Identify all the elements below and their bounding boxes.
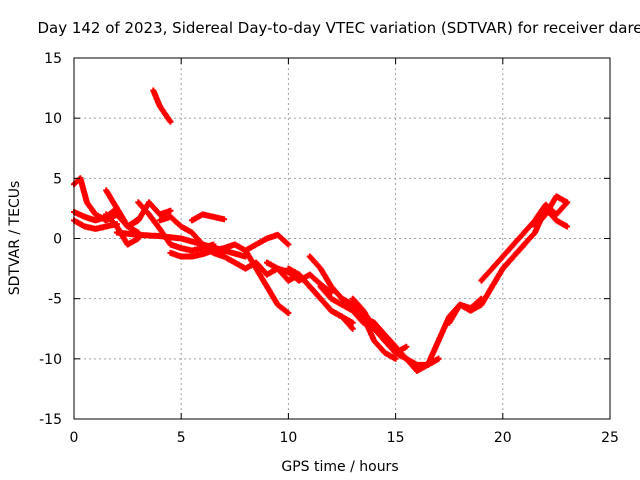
y-axis-label: SDTVAR / TECUs — [7, 181, 23, 296]
y-tick-label: -5 — [48, 292, 62, 308]
y-tick-label: 5 — [53, 171, 62, 187]
series-sat-o — [285, 265, 356, 326]
x-tick-label: 5 — [177, 430, 186, 446]
x-tick-label: 15 — [387, 430, 405, 446]
data-points — [71, 87, 571, 374]
chart-title: Day 142 of 2023, Sidereal Day-to-day VTE… — [37, 19, 640, 37]
y-tick-label: -10 — [39, 352, 62, 368]
series-trace — [285, 265, 356, 326]
y-tick-label: 15 — [44, 51, 62, 67]
series-trace — [150, 87, 174, 125]
x-tick-label: 20 — [494, 430, 512, 446]
x-tick-label: 10 — [279, 430, 297, 446]
series-trace — [188, 211, 228, 224]
x-tick-label: 25 — [601, 430, 619, 446]
y-tick-label: 10 — [44, 111, 62, 127]
series-sat-z — [532, 193, 571, 230]
y-tick-label: -15 — [39, 412, 62, 428]
series-sat-i — [188, 211, 228, 224]
axes: 0 5 10 15 20 25 -15 -10 -5 0 5 10 15 — [39, 51, 619, 446]
series-trace — [532, 193, 571, 230]
x-tick-label: 0 — [70, 430, 79, 446]
y-tick-label: 0 — [53, 232, 62, 248]
x-axis-label: GPS time / hours — [281, 459, 398, 475]
series-trace — [242, 247, 292, 317]
series-sat-j — [150, 87, 174, 125]
series-trace — [167, 231, 292, 260]
series-sat-m — [242, 247, 292, 317]
